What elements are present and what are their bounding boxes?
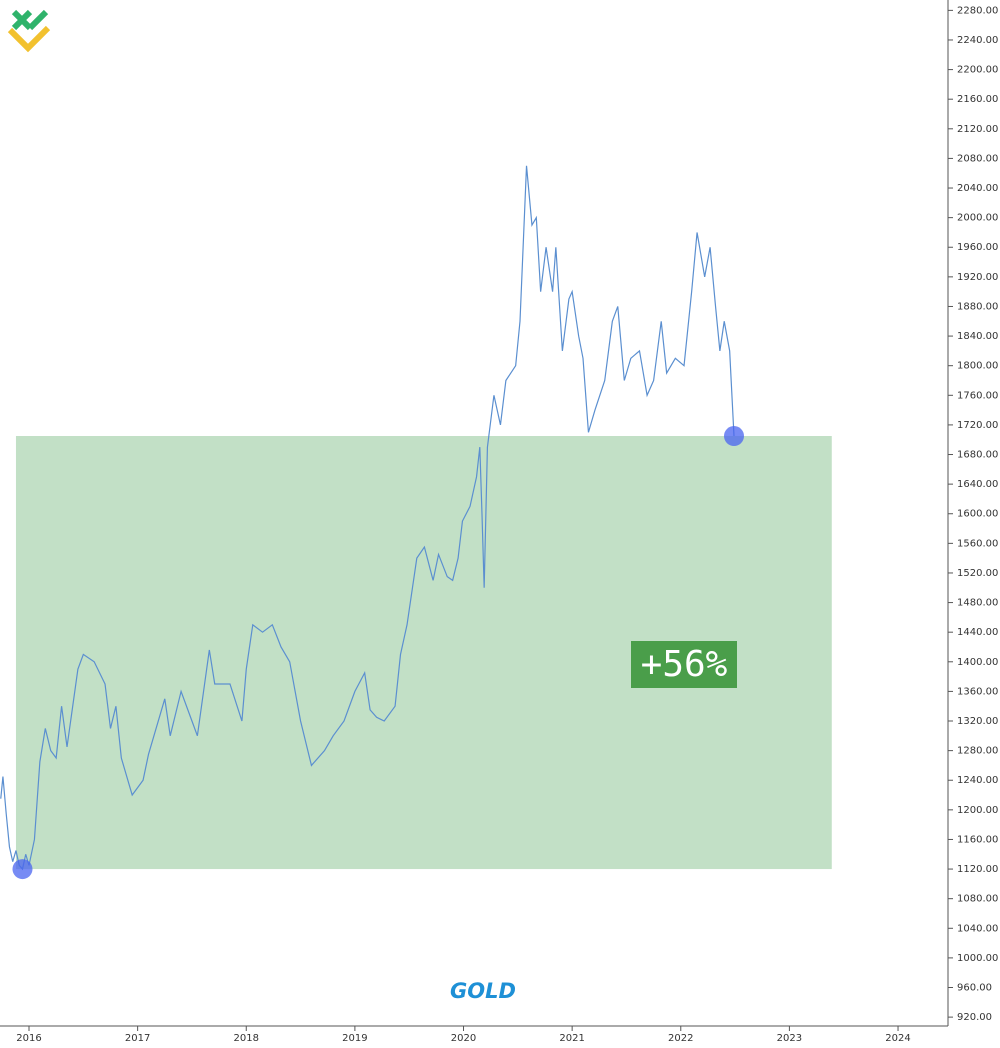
x-tick-label: 2020 xyxy=(451,1033,476,1044)
y-tick-label: 960.00 xyxy=(957,983,992,994)
y-tick-label: 1760.00 xyxy=(957,390,998,401)
y-tick-label: 1000.00 xyxy=(957,953,998,964)
y-tick-label: 2040.00 xyxy=(957,183,998,194)
y-tick-label: 2280.00 xyxy=(957,5,998,16)
y-tick-label: 1400.00 xyxy=(957,657,998,668)
highlight-point xyxy=(12,859,33,880)
annotation-box xyxy=(631,641,737,688)
annotation: +56% xyxy=(641,644,728,685)
x-tick-label: 2021 xyxy=(559,1033,584,1044)
y-tick-label: 1680.00 xyxy=(957,450,998,461)
y-tick-label: 1120.00 xyxy=(957,864,998,875)
y-tick-label: 1200.00 xyxy=(957,805,998,816)
y-tick-label: 1320.00 xyxy=(957,716,998,727)
y-tick-label: 1600.00 xyxy=(957,509,998,520)
y-tick-label: 1840.00 xyxy=(957,331,998,342)
y-tick-label: 1800.00 xyxy=(957,361,998,372)
y-tick-label: 1520.00 xyxy=(957,568,998,579)
price-line xyxy=(0,165,735,871)
x-tick-label: 2022 xyxy=(668,1033,693,1044)
y-tick-label: 2000.00 xyxy=(957,213,998,224)
y-tick-label: 2200.00 xyxy=(957,65,998,76)
chart-title: GOLD xyxy=(450,979,516,1003)
x-tick-label: 2019 xyxy=(342,1033,367,1044)
y-tick-label: 1280.00 xyxy=(957,746,998,757)
y-tick-label: 2120.00 xyxy=(957,124,998,135)
x-tick-label: 2018 xyxy=(234,1033,259,1044)
y-tick-label: 1240.00 xyxy=(957,775,998,786)
x-tick-label: 2024 xyxy=(885,1033,910,1044)
y-tick-label: 1920.00 xyxy=(957,272,998,283)
y-tick-label: 2240.00 xyxy=(957,35,998,46)
y-tick-label: 1960.00 xyxy=(957,242,998,253)
y-tick-label: 1720.00 xyxy=(957,420,998,431)
y-tick-label: 1040.00 xyxy=(957,923,998,934)
y-tick-label: 1360.00 xyxy=(957,686,998,697)
y-tick-label: 1640.00 xyxy=(957,479,998,490)
logo xyxy=(7,9,51,53)
x-tick-label: 2017 xyxy=(125,1033,150,1044)
y-tick-label: 1560.00 xyxy=(957,538,998,549)
y-tick-label: 2160.00 xyxy=(957,94,998,105)
y-tick-label: 1480.00 xyxy=(957,598,998,609)
x-tick-label: 2023 xyxy=(777,1033,802,1044)
y-tick-label: 1080.00 xyxy=(957,894,998,905)
y-tick-label: 1440.00 xyxy=(957,627,998,638)
x-tick-label: 2016 xyxy=(16,1033,41,1044)
y-tick-label: 2080.00 xyxy=(957,153,998,164)
y-tick-label: 1880.00 xyxy=(957,301,998,312)
y-tick-label: 920.00 xyxy=(957,1012,992,1023)
highlight-point xyxy=(724,426,745,447)
y-tick-label: 1160.00 xyxy=(957,834,998,845)
